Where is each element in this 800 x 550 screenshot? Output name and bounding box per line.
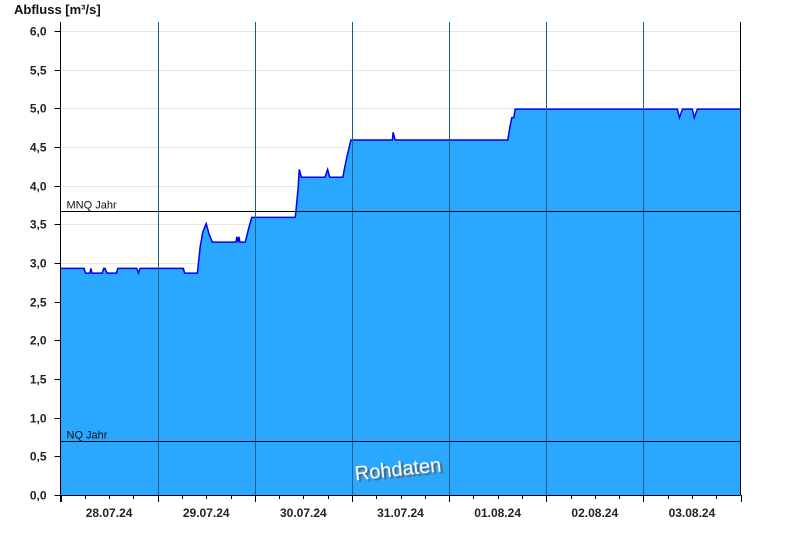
y-tick-label: 2,0 bbox=[30, 334, 47, 348]
reference-label: MNQ Jahr bbox=[67, 200, 117, 212]
y-axis-title: Abfluss [m³/s] bbox=[14, 2, 101, 17]
y-tick-label: 4,0 bbox=[30, 180, 47, 194]
discharge-area bbox=[60, 109, 741, 495]
y-tick-label: 0,0 bbox=[30, 489, 47, 503]
y-tick-label: 1,0 bbox=[30, 412, 47, 426]
day-separator-lines bbox=[158, 22, 644, 495]
x-ticks: 28.07.24 29.07.24 30.07.24 31.07.24 01.08.24… bbox=[61, 495, 742, 520]
x-tick-label: 30.07.24 bbox=[280, 506, 327, 520]
x-tick-label: 31.07.24 bbox=[377, 506, 424, 520]
y-tick-label: 5,5 bbox=[30, 64, 47, 78]
x-tick-label: 28.07.24 bbox=[86, 506, 133, 520]
y-tick-label: 1,5 bbox=[30, 373, 47, 387]
y-tick-label: 6,0 bbox=[30, 25, 47, 39]
x-tick-label: 03.08.24 bbox=[669, 506, 716, 520]
y-tick-label: 0,5 bbox=[30, 450, 47, 464]
y-tick-label: 3,0 bbox=[30, 257, 47, 271]
reference-lines: MNQ Jahr NQ Jahr bbox=[60, 200, 741, 442]
x-tick-label: 02.08.24 bbox=[571, 506, 618, 520]
reference-label: NQ Jahr bbox=[67, 430, 108, 442]
y-tick-label: 2,5 bbox=[30, 296, 47, 310]
axes bbox=[54, 22, 741, 502]
discharge-line bbox=[60, 108, 741, 276]
y-tick-label: 4,5 bbox=[30, 141, 47, 155]
y-ticks: 0,0 0,5 1,0 1,5 2,0 2,5 3,0 3,5 4,0 4,5 5,0 5,5 6,0 bbox=[30, 25, 61, 503]
x-tick-label: 29.07.24 bbox=[183, 506, 230, 520]
y-tick-label: 3,5 bbox=[30, 218, 47, 232]
x-tick-label: 01.08.24 bbox=[474, 506, 521, 520]
y-tick-label: 5,0 bbox=[30, 102, 47, 116]
